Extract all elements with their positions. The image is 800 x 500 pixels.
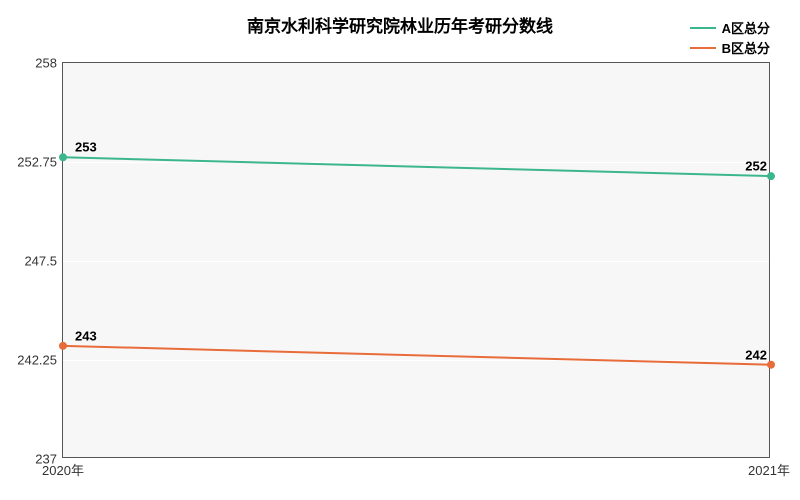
legend-item-a: A区总分 bbox=[690, 18, 770, 37]
legend: A区总分 B区总分 bbox=[690, 18, 770, 58]
series-marker bbox=[59, 153, 67, 161]
legend-label-a: A区总分 bbox=[722, 18, 770, 37]
chart-title: 南京水利科学研究院林业历年考研分数线 bbox=[247, 12, 553, 37]
series-line bbox=[63, 346, 771, 365]
series-line bbox=[63, 157, 771, 176]
y-tick-label: 242.25 bbox=[17, 353, 57, 368]
point-label: 252 bbox=[745, 159, 767, 174]
series-svg bbox=[63, 63, 769, 457]
legend-label-b: B区总分 bbox=[722, 38, 770, 57]
point-label: 243 bbox=[75, 328, 97, 343]
series-marker bbox=[767, 361, 775, 369]
series-marker bbox=[59, 342, 67, 350]
point-label: 242 bbox=[745, 347, 767, 362]
legend-swatch-a bbox=[690, 27, 716, 29]
x-tick-label: 2021年 bbox=[748, 460, 790, 479]
x-tick-label: 2020年 bbox=[42, 460, 84, 479]
y-tick-label: 252.75 bbox=[17, 155, 57, 170]
y-tick-label: 258 bbox=[35, 56, 57, 71]
point-label: 253 bbox=[75, 140, 97, 155]
y-tick-label: 247.5 bbox=[24, 254, 57, 269]
plot-area: 237242.25247.5252.752582020年2021年2532522… bbox=[62, 62, 770, 458]
legend-swatch-b bbox=[690, 47, 716, 49]
legend-item-b: B区总分 bbox=[690, 38, 770, 57]
series-marker bbox=[767, 172, 775, 180]
line-chart: 南京水利科学研究院林业历年考研分数线 A区总分 B区总分 237242.2524… bbox=[0, 0, 800, 500]
